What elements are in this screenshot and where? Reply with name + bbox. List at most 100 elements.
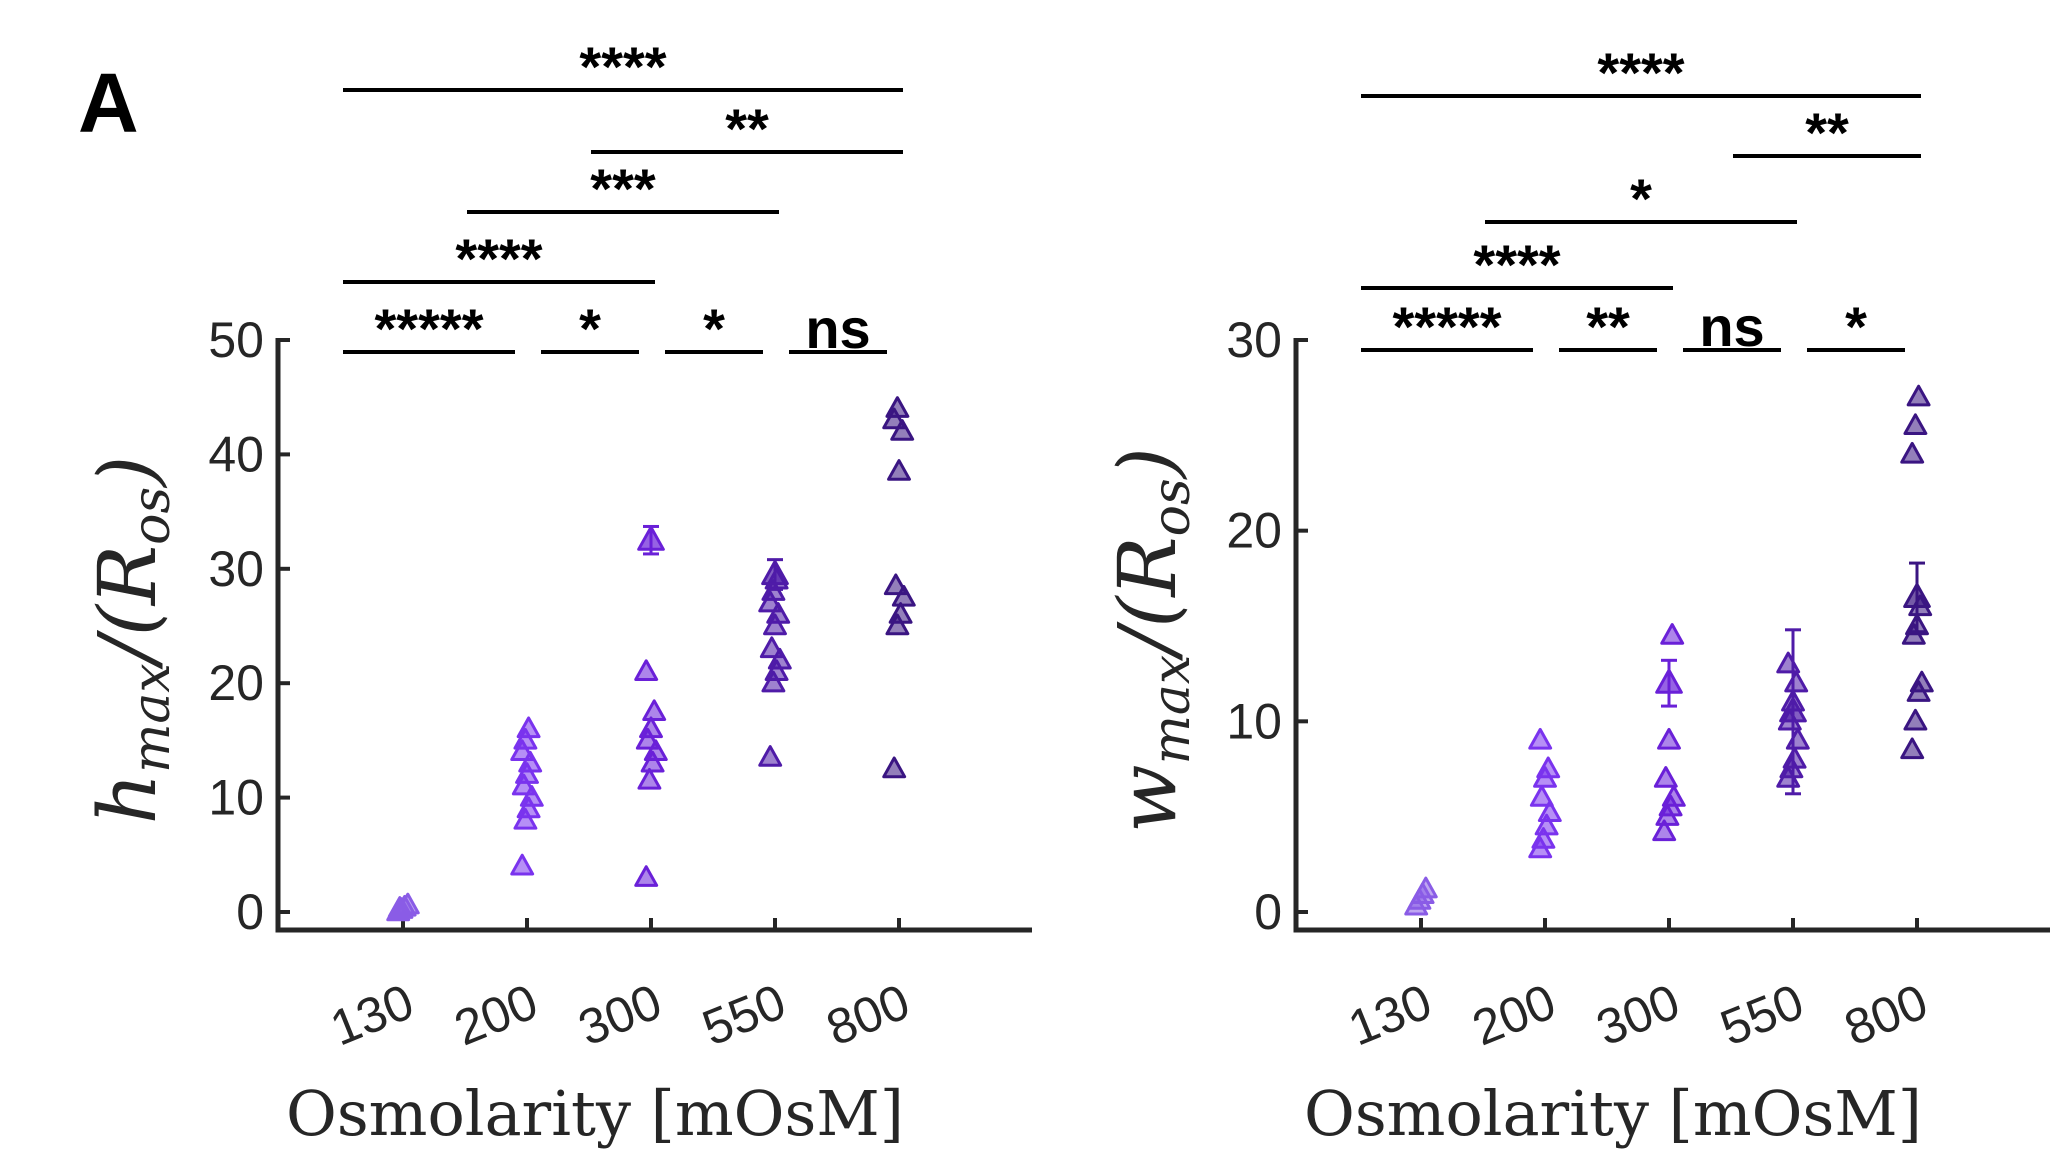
y-tick-label: 0 <box>1254 884 1282 940</box>
data-point <box>642 699 667 721</box>
mean-point <box>761 560 789 586</box>
mean-point <box>1655 668 1683 694</box>
data-point <box>518 750 543 773</box>
data-point <box>1528 727 1553 750</box>
data-point <box>510 739 535 762</box>
significance-label: ***** <box>375 297 484 360</box>
x-tick-label: 550 <box>695 973 793 1056</box>
data-point <box>883 573 908 596</box>
mean-point <box>1779 697 1807 723</box>
significance-label: * <box>703 297 725 360</box>
axis-lines <box>1293 338 2050 933</box>
data-point <box>513 727 538 750</box>
y-tick-label: 0 <box>236 884 264 940</box>
data-point <box>890 419 915 441</box>
data-point <box>1537 800 1562 823</box>
mean-point <box>637 525 665 551</box>
significance-label: ** <box>725 97 769 160</box>
y-tick-label: 30 <box>208 541 264 597</box>
data-point <box>882 407 907 430</box>
data-point <box>516 716 541 739</box>
y-axis-title-part: os <box>1142 478 1202 536</box>
significance-label: **** <box>455 227 542 290</box>
data-point <box>1536 756 1561 779</box>
significance-label: ns <box>805 297 870 360</box>
data-point <box>1529 785 1554 807</box>
y-axis-title-part: /(R <box>81 545 174 670</box>
data-point <box>882 756 907 779</box>
data-point <box>1906 384 1931 407</box>
significance-label: ns <box>1699 295 1764 358</box>
data-point <box>758 745 783 767</box>
data-point <box>766 602 791 624</box>
y-tick-label: 30 <box>1226 312 1282 368</box>
data-point <box>513 807 538 830</box>
data-point <box>510 853 535 876</box>
data-point <box>634 865 659 887</box>
x-axis-title: Osmolarity [mOsM] <box>286 1077 904 1150</box>
x-axis-title: Osmolarity [mOsM] <box>1304 1077 1922 1150</box>
data-point <box>1903 413 1928 435</box>
data-point <box>519 785 544 807</box>
significance-label: ** <box>1586 295 1630 358</box>
y-axis-title-part: /(R <box>1101 536 1194 661</box>
y-axis-title-part: h <box>81 773 174 825</box>
data-point <box>1413 876 1438 899</box>
significance-label: *** <box>590 157 656 220</box>
y-axis-title-part: w <box>1101 764 1194 832</box>
data-point <box>1909 670 1934 693</box>
significance-label: ** <box>1805 101 1849 164</box>
y-axis-title-part: os <box>122 487 182 545</box>
y-axis-title-part: ) <box>1101 447 1194 480</box>
x-tick-label: 200 <box>447 973 545 1056</box>
data-point <box>1660 623 1685 645</box>
panel-label: A <box>78 56 139 150</box>
x-tick-label: 300 <box>571 973 669 1056</box>
data-point <box>758 590 783 613</box>
data-point <box>1785 727 1810 750</box>
data-point <box>1534 813 1559 836</box>
data-point <box>387 896 412 918</box>
data-point <box>888 602 913 624</box>
data-point <box>763 613 787 636</box>
y-tick-label: 40 <box>208 426 264 482</box>
y-tick-label: 10 <box>208 770 264 826</box>
y-tick-label: 50 <box>208 312 264 368</box>
data-point <box>1900 737 1925 760</box>
x-tick-label: 800 <box>1837 973 1935 1056</box>
data-point <box>885 396 910 418</box>
data-point <box>635 727 660 750</box>
y-axis-title-part: ) <box>81 456 174 489</box>
data-point <box>1661 785 1686 807</box>
x-tick-label: 130 <box>1341 973 1439 1056</box>
y-tick-label: 10 <box>1226 693 1282 749</box>
data-point <box>761 670 786 693</box>
data-point <box>637 767 662 790</box>
data-point <box>891 584 916 607</box>
data-point <box>1782 746 1807 769</box>
significance-label: * <box>1630 167 1652 230</box>
data-point <box>639 716 663 739</box>
data-point <box>1776 651 1801 674</box>
data-point <box>1903 708 1928 731</box>
y-axis-title-part: max <box>1142 655 1202 765</box>
significance-label: **** <box>579 35 666 98</box>
data-point <box>759 636 784 659</box>
chart-left: 0 10 20 30 40 50 130 200 300 550 800 Osmolarity [mO… <box>81 35 1032 1150</box>
x-tick-label: 800 <box>819 973 917 1056</box>
data-point <box>516 796 541 819</box>
significance-label: * <box>579 297 601 360</box>
data-point <box>885 613 910 636</box>
significance-label: **** <box>1473 233 1560 296</box>
data-point <box>643 739 668 762</box>
y-axis-title: wmax/(Ros) <box>1101 447 1202 833</box>
y-tick-label: 20 <box>1226 503 1282 559</box>
data-point <box>1653 766 1678 788</box>
axis-lines <box>275 338 1032 933</box>
data-point <box>511 773 536 796</box>
data-point <box>887 459 911 481</box>
x-tick-label: 550 <box>1713 973 1811 1056</box>
data-point <box>1784 670 1809 693</box>
chart-right: 0 10 20 30 130 200 300 550 800 Osmolarity [mOsM] w… <box>1101 41 2050 1150</box>
